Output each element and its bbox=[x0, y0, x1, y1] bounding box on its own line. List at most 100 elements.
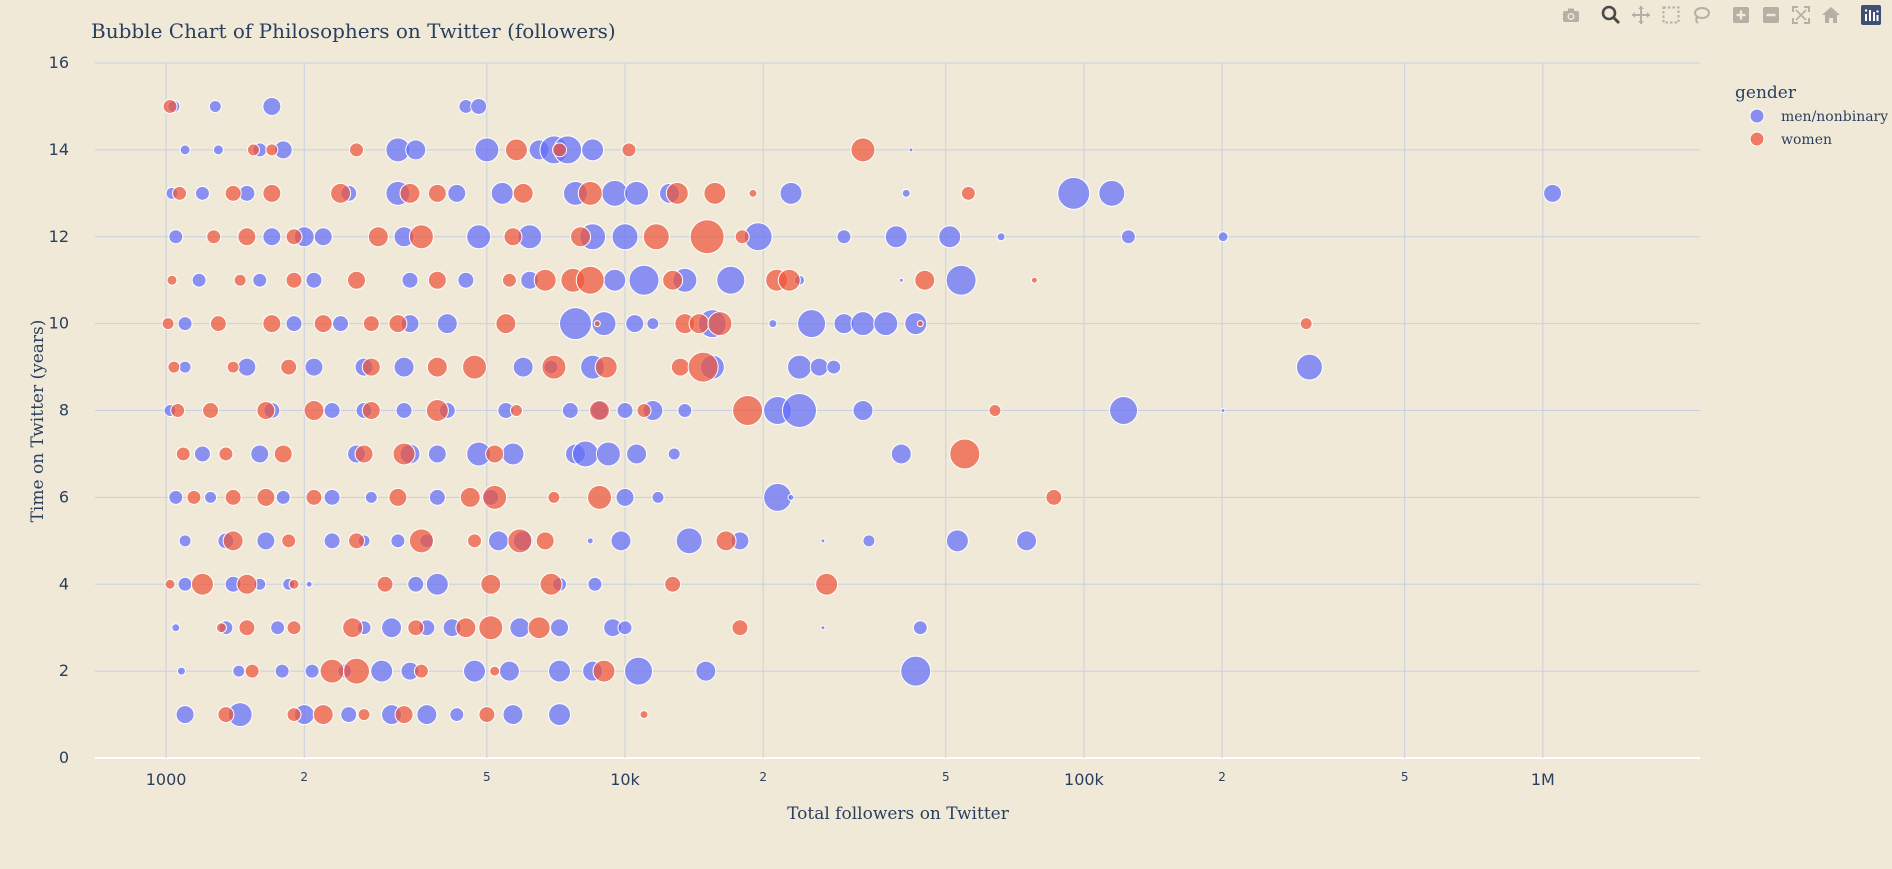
bubble-point[interactable] bbox=[749, 189, 757, 197]
bubble-point[interactable] bbox=[363, 316, 379, 332]
bubble-point[interactable] bbox=[463, 355, 487, 379]
bubble-point[interactable] bbox=[218, 707, 234, 723]
bubble-point[interactable] bbox=[874, 312, 898, 336]
bubble-point[interactable] bbox=[594, 321, 600, 327]
bubble-point[interactable] bbox=[287, 621, 301, 635]
bubble-point[interactable] bbox=[671, 358, 689, 376]
bubble-point[interactable] bbox=[263, 97, 281, 115]
bubble-point[interactable] bbox=[177, 667, 185, 675]
bubble-point[interactable] bbox=[450, 708, 464, 722]
bubble-point[interactable] bbox=[764, 483, 792, 511]
bubble-point[interactable] bbox=[576, 266, 604, 294]
bubble-point[interactable] bbox=[426, 400, 448, 422]
bubble-point[interactable] bbox=[331, 183, 351, 203]
bubble-point[interactable] bbox=[483, 485, 507, 509]
bubble-point[interactable] bbox=[513, 183, 533, 203]
bubble-point[interactable] bbox=[499, 661, 519, 681]
bubble-point[interactable] bbox=[643, 224, 669, 250]
bubble-point[interactable] bbox=[1544, 184, 1562, 202]
bubble-point[interactable] bbox=[732, 620, 748, 636]
bubble-point[interactable] bbox=[851, 312, 875, 336]
bubble-point[interactable] bbox=[227, 361, 239, 373]
bubble-point[interactable] bbox=[223, 531, 243, 551]
bubble-point[interactable] bbox=[717, 266, 745, 294]
bubble-point[interactable] bbox=[622, 143, 636, 157]
bubble-point[interactable] bbox=[178, 577, 192, 591]
bubble-point[interactable] bbox=[213, 145, 223, 155]
bubble-point[interactable] bbox=[626, 315, 644, 333]
bubble-point[interactable] bbox=[490, 666, 500, 676]
bubble-point[interactable] bbox=[365, 491, 377, 503]
bubble-point[interactable] bbox=[665, 576, 681, 592]
bubble-point[interactable] bbox=[233, 665, 245, 677]
bubble-point[interactable] bbox=[629, 265, 659, 295]
bubble-point[interactable] bbox=[460, 487, 480, 507]
bubble-point[interactable] bbox=[481, 574, 501, 594]
bubble-point[interactable] bbox=[276, 490, 290, 504]
bubble-point[interactable] bbox=[389, 488, 407, 506]
bubble-point[interactable] bbox=[611, 531, 631, 551]
bubble-point[interactable] bbox=[678, 404, 692, 418]
bubble-point[interactable] bbox=[428, 445, 446, 463]
bubble-point[interactable] bbox=[602, 180, 628, 206]
bubble-point[interactable] bbox=[502, 273, 516, 287]
bubble-point[interactable] bbox=[551, 619, 569, 637]
bubble-point[interactable] bbox=[237, 574, 257, 594]
bubble-point[interactable] bbox=[394, 357, 414, 377]
bubble-point[interactable] bbox=[612, 224, 638, 250]
bubble-point[interactable] bbox=[588, 485, 612, 509]
bubble-point[interactable] bbox=[263, 315, 281, 333]
bubble-point[interactable] bbox=[395, 706, 413, 724]
bubble-point[interactable] bbox=[180, 145, 190, 155]
bubble-point[interactable] bbox=[997, 233, 1005, 241]
bubble-point[interactable] bbox=[275, 664, 289, 678]
camera-button[interactable] bbox=[1556, 4, 1586, 26]
bubble-point[interactable] bbox=[305, 358, 323, 376]
bubble-point[interactable] bbox=[238, 228, 256, 246]
bubble-point[interactable] bbox=[320, 659, 344, 683]
bubble-point[interactable] bbox=[604, 269, 626, 291]
bubble-point[interactable] bbox=[735, 230, 749, 244]
bubble-point[interactable] bbox=[590, 401, 610, 421]
bubble-point[interactable] bbox=[676, 528, 702, 554]
bubble-point[interactable] bbox=[239, 620, 255, 636]
bubble-point[interactable] bbox=[414, 664, 428, 678]
bubble-point[interactable] bbox=[652, 491, 664, 503]
bubble-point[interactable] bbox=[448, 184, 466, 202]
bubble-point[interactable] bbox=[271, 621, 285, 635]
bubble-point[interactable] bbox=[616, 488, 634, 506]
bubble-point[interactable] bbox=[409, 225, 433, 249]
bubble-point[interactable] bbox=[708, 312, 732, 336]
bubble-point[interactable] bbox=[542, 355, 566, 379]
bubble-point[interactable] bbox=[179, 361, 191, 373]
bubble-point[interactable] bbox=[788, 494, 794, 500]
bubble-point[interactable] bbox=[176, 447, 190, 461]
bubble-point[interactable] bbox=[885, 226, 907, 248]
bubble-point[interactable] bbox=[344, 658, 370, 684]
bubble-point[interactable] bbox=[324, 489, 340, 505]
bubble-point[interactable] bbox=[961, 186, 975, 200]
bubble-point[interactable] bbox=[902, 189, 910, 197]
bubble-point[interactable] bbox=[173, 186, 187, 200]
bubble-point[interactable] bbox=[540, 573, 562, 595]
bubble-point[interactable] bbox=[324, 403, 340, 419]
autoscale-button[interactable] bbox=[1786, 4, 1816, 26]
bubble-point[interactable] bbox=[343, 618, 363, 638]
bubble-point[interactable] bbox=[528, 617, 550, 639]
bubble-point[interactable] bbox=[286, 316, 302, 332]
bubble-point[interactable] bbox=[1218, 232, 1228, 242]
bubble-point[interactable] bbox=[899, 278, 903, 282]
bubble-point[interactable] bbox=[508, 529, 532, 553]
bubble-point[interactable] bbox=[458, 272, 474, 288]
bubble-point[interactable] bbox=[1058, 177, 1090, 209]
bubble-point[interactable] bbox=[704, 182, 726, 204]
bubble-point[interactable] bbox=[306, 581, 312, 587]
bubble-point[interactable] bbox=[382, 618, 402, 638]
bubble-point[interactable] bbox=[782, 394, 816, 428]
bubble-point[interactable] bbox=[593, 660, 615, 682]
bubble-point[interactable] bbox=[787, 355, 811, 379]
bubble-point[interactable] bbox=[165, 579, 175, 589]
bubble-point[interactable] bbox=[417, 705, 437, 725]
bubble-point[interactable] bbox=[245, 664, 259, 678]
bubble-point[interactable] bbox=[837, 230, 851, 244]
